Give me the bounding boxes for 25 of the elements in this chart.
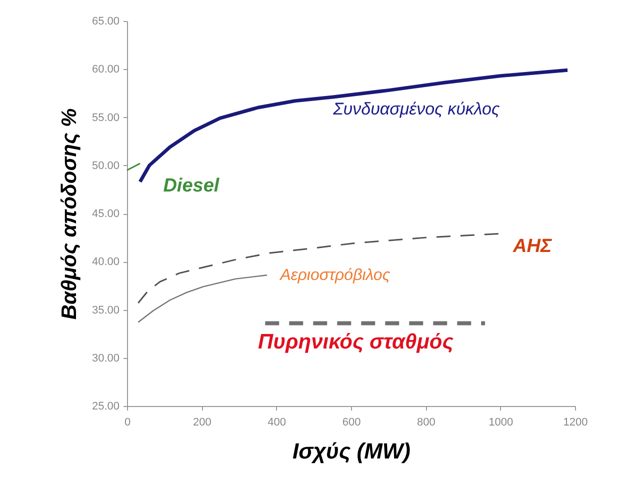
y-axis-title: Βαθμός απόδοσης %: [58, 108, 81, 320]
series-label: Συνδυασμένος κύκλος: [332, 100, 501, 119]
x-tick-label: 1000: [488, 416, 514, 428]
x-tick-label: 0: [124, 416, 131, 428]
line-series: [138, 274, 268, 323]
series-label: Diesel: [163, 176, 220, 197]
x-tick-label: 800: [416, 416, 436, 428]
line-series: [137, 232, 501, 304]
y-tick-label: 65.00: [92, 16, 120, 28]
y-tick-label: 30.00: [92, 352, 120, 364]
y-tick-label: 45.00: [92, 208, 120, 220]
x-tick-label: 400: [268, 416, 286, 428]
series-label: Πυρηνικός σταθμός: [258, 330, 454, 354]
series-label: Αεριοστρόβιλος: [279, 267, 390, 284]
x-tick-label: 1200: [563, 416, 588, 428]
y-tick-label: 60.00: [92, 64, 120, 76]
x-axis-title: Ισχύς (MW): [292, 438, 410, 464]
y-tick-label: 35.00: [92, 304, 120, 316]
x-tick-label: 600: [342, 416, 361, 428]
y-tick-label: 50.00: [92, 160, 120, 172]
y-tick-label: 40.00: [92, 256, 120, 268]
x-tick-label: 200: [192, 416, 212, 428]
y-tick-label: 55.00: [92, 112, 120, 124]
y-tick-label: 25.00: [92, 400, 120, 412]
series-label: ΑΗΣ: [512, 236, 552, 258]
